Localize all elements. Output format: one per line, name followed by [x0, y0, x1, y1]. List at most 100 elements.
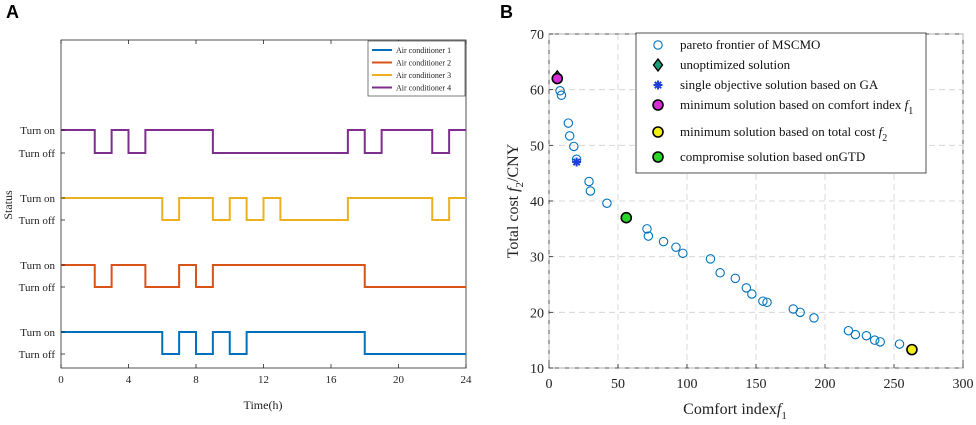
- pareto-point: [642, 224, 652, 234]
- chart-a-x-axis-label: Time(h): [244, 398, 283, 412]
- x-tick-label: 300: [953, 377, 974, 392]
- chart-a-series-group: [61, 129, 466, 355]
- legend-marker-circle-4: [652, 151, 664, 163]
- star-stroke: [572, 158, 581, 166]
- chart-b-x-axis-label-sub: 1: [781, 410, 787, 422]
- legend-label-text: minimum solution based on comfort index: [680, 97, 905, 112]
- y-tick-label: 30: [530, 251, 544, 266]
- chart-b-y-ticks: 10 20 30 40 50 60 70: [530, 28, 553, 377]
- x-tick-label: 150: [746, 377, 767, 392]
- special-point-circle-4: [620, 211, 633, 224]
- legend-marker-circle-3: [652, 126, 664, 138]
- legend-label-pareto: pareto frontier of MSCMO: [680, 37, 820, 52]
- chart-a-legend: Air conditioner 1 Air conditioner 2 Air co…: [367, 40, 466, 97]
- x-tick-label: 8: [193, 374, 199, 386]
- y-tick-label: 70: [530, 28, 544, 43]
- x-tick-label: 24: [461, 374, 473, 386]
- legend-label-ac1: Air conditioner 1: [396, 46, 451, 55]
- special-point-circle-3: [906, 343, 918, 356]
- special-point-star-1: [572, 157, 582, 167]
- pareto-point: [585, 186, 596, 196]
- star-stroke: [654, 81, 662, 89]
- chart-b-y-axis-label-sub: 2: [514, 182, 526, 188]
- pareto-point: [658, 236, 669, 247]
- legend-label-text: minimum solution based on total cost: [680, 124, 879, 139]
- pareto-point: [715, 268, 725, 278]
- pareto-point: [556, 90, 567, 100]
- pareto-point: [705, 254, 716, 264]
- pareto-point: [671, 242, 681, 252]
- x-tick-label: 16: [326, 374, 338, 386]
- y-tick-label: Turn on: [20, 193, 55, 205]
- x-tick-label: 50: [611, 377, 625, 392]
- legend-label-ac4: Air conditioner 4: [396, 84, 451, 93]
- y-tick-label: Turn on: [20, 327, 55, 339]
- legend-label-special-0: unoptimized solution: [680, 57, 791, 72]
- chart-b-x-axis-label: Comfort indexf1: [683, 401, 787, 422]
- series-line-ac3: [61, 197, 466, 221]
- pareto-point: [762, 297, 772, 308]
- y-tick-label: Turn off: [19, 148, 56, 160]
- panel-letter-b: B: [500, 2, 513, 22]
- pareto-point: [678, 248, 688, 259]
- chart-b-legend: pareto frontier of MSCMO unoptimized solu…: [635, 32, 927, 174]
- pareto-point: [730, 273, 741, 284]
- legend-label-symbol: f: [879, 124, 885, 139]
- legend-marker-star: [653, 80, 663, 90]
- legend-label-special-2: minimum solution based on comfort index …: [680, 97, 913, 117]
- chart-a-x-ticks: 0 4 8 12 16 20 24: [58, 40, 472, 386]
- pareto-point: [795, 307, 805, 318]
- chart-b: 0 50 100 150 200 250 300 10 20 30 40 50 60 70 Comfor…: [505, 28, 974, 422]
- chart-b-points: [551, 69, 918, 356]
- chart-b-x-ticks: 0 50 100 150 200 250 300: [546, 364, 974, 392]
- legend-label-special-3: minimum solution based on total cost f2: [680, 124, 887, 144]
- panel-letter-a: A: [6, 2, 19, 22]
- legend-label-text: unoptimized solution: [680, 57, 791, 72]
- legend-marker-circle-2: [652, 99, 664, 111]
- legend-marker-diamond: [652, 57, 664, 73]
- series-line-ac4: [61, 129, 466, 154]
- legend-label-special-4: compromise solution based onGTD: [680, 149, 865, 164]
- special-point-circle-2: [551, 72, 564, 85]
- y-tick-label: Turn off: [19, 215, 56, 227]
- pareto-point: [894, 339, 905, 349]
- legend-label-ac3: Air conditioner 3: [396, 71, 451, 80]
- chart-a-y-ticks: Turn on Turn off Turn on Turn off Turn on Tur…: [19, 125, 65, 361]
- chart-a-y-axis-label: Status: [1, 190, 15, 220]
- legend-label-sub: 2: [882, 133, 887, 144]
- pareto-point: [602, 198, 612, 208]
- chart-b-x-axis-label-symbol: f: [777, 401, 784, 418]
- x-tick-label: 4: [126, 374, 132, 386]
- chart-b-legend-box: [635, 32, 927, 174]
- y-tick-label: Turn on: [20, 260, 55, 272]
- pareto-point: [563, 118, 574, 128]
- y-tick-label: 10: [530, 362, 544, 377]
- y-tick-label: 50: [530, 139, 544, 154]
- x-tick-label: 20: [393, 374, 405, 386]
- legend-label-text: compromise solution based onGTD: [680, 149, 865, 164]
- legend-label-sub: 1: [908, 106, 913, 117]
- chart-b-y-axis-label-tail: /CNY: [505, 143, 522, 182]
- y-tick-label: Turn off: [19, 349, 56, 361]
- pareto-point: [875, 337, 885, 347]
- x-tick-label: 250: [884, 377, 905, 392]
- legend-label-text: single objective solution based on GA: [680, 77, 879, 92]
- chart-b-y-axis-label-symbol: f: [505, 185, 522, 192]
- pareto-point: [850, 329, 861, 340]
- pareto-point: [809, 313, 819, 323]
- pareto-point: [861, 330, 872, 341]
- y-tick-label: Turn off: [19, 282, 56, 294]
- legend-label-special-1: single objective solution based on GA: [680, 77, 879, 92]
- x-tick-label: 100: [677, 377, 698, 392]
- chart-b-y-axis-label-text: Total cost: [505, 192, 522, 258]
- y-tick-label: 60: [530, 84, 544, 99]
- pareto-point: [555, 86, 565, 96]
- y-tick-label: 20: [530, 306, 544, 321]
- pareto-point: [584, 176, 594, 187]
- pareto-point: [747, 289, 757, 299]
- x-tick-label: 12: [258, 374, 269, 386]
- pareto-point: [741, 283, 752, 293]
- pareto-point: [643, 231, 654, 241]
